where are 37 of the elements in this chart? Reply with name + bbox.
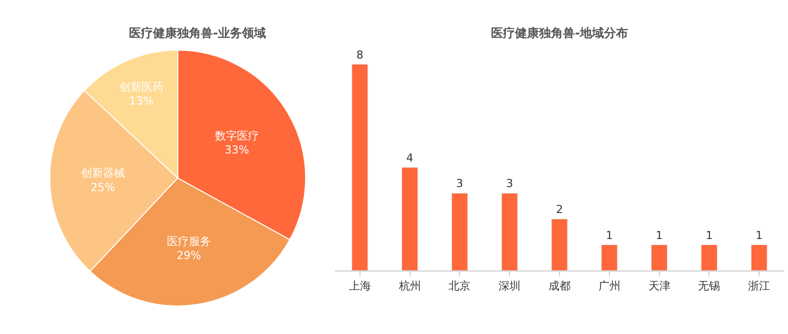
data-label: 25% [90, 181, 116, 194]
x-tick-label: 上海 [348, 280, 371, 293]
x-tick-label: 广州 [598, 280, 620, 293]
x-tick-label: 北京 [448, 280, 471, 293]
bar [551, 218, 568, 271]
data-label: 13% [129, 94, 154, 108]
x-tick-label: 成都 [548, 280, 570, 293]
bar [501, 192, 518, 271]
data-label: 1 [606, 228, 613, 242]
data-label: 29% [176, 249, 202, 262]
x-tick-label: 无锡 [698, 280, 720, 293]
data-label: 1 [756, 228, 763, 242]
bar [651, 244, 668, 271]
slice-label: 创新器械 [80, 166, 125, 180]
data-label: 1 [706, 228, 713, 242]
data-label: 33% [224, 144, 250, 157]
slice-label: 创新医药 [119, 80, 164, 94]
bar [700, 244, 718, 271]
bar [750, 244, 768, 271]
data-label: 8 [356, 48, 364, 62]
x-tick-label: 浙江 [748, 280, 770, 293]
data-label: 2 [556, 202, 563, 216]
bar [601, 244, 618, 271]
chart-title: 医疗健康独角兽-地域分布 [491, 26, 628, 40]
slice-label: 数字医疗 [214, 129, 259, 142]
x-tick-label: 深圳 [498, 280, 521, 293]
bar [451, 192, 468, 271]
x-tick-label: 天津 [648, 280, 670, 293]
slice-label: 医疗服务 [166, 234, 211, 248]
data-label: 3 [456, 177, 464, 190]
data-label: 3 [506, 177, 514, 190]
bar [402, 167, 418, 271]
bar [352, 64, 368, 271]
data-label: 4 [406, 151, 414, 164]
chart-title: 医疗健康独角兽-业务领域 [129, 26, 266, 40]
data-label: 1 [656, 228, 663, 242]
x-tick-label: 杭州 [398, 280, 421, 293]
